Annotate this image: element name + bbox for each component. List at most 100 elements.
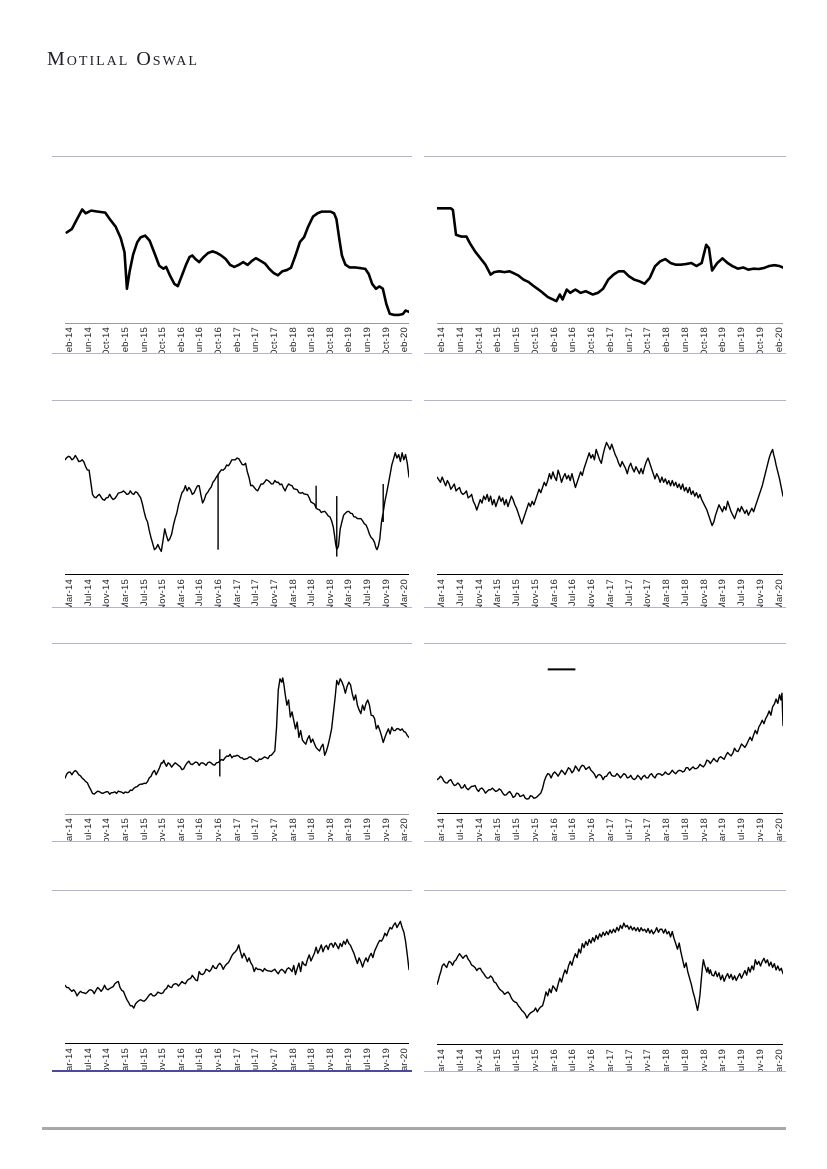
x-axis-label: Mar-18 — [287, 578, 299, 607]
x-axis-label: Jul-16 — [194, 1047, 206, 1070]
x-axis-label: Oct-15 — [529, 327, 541, 354]
x-axis-label: Jul-16 — [567, 579, 579, 607]
x-axis-label: Mar-15 — [119, 578, 131, 607]
x-axis-label: Mar-20 — [773, 1048, 785, 1071]
x-axis-label: Nov-17 — [642, 1048, 654, 1071]
x-axis-label: Mar-14 — [64, 1047, 75, 1070]
x-axis-label: Jul-16 — [194, 578, 206, 606]
line-chart-3 — [65, 401, 409, 574]
x-axis-labels: Mar-14 Jul-14 Nov-14 Mar-15 Jul-15 Nov-15 Mar-… — [52, 814, 412, 841]
x-axis-label: Mar-14 — [436, 1048, 447, 1071]
x-axis-label: Jul-18 — [679, 579, 691, 607]
x-axis-label: Mar-14 — [64, 818, 75, 841]
x-axis-label: Feb-17 — [604, 327, 616, 354]
x-axis-label: Nov-17 — [268, 1047, 280, 1070]
x-axis-label: Oct-17 — [268, 327, 280, 353]
x-axis-label: Mar-15 — [492, 1048, 504, 1071]
x-axis-label: Jun-14 — [82, 327, 94, 353]
x-axis-label: Mar-19 — [717, 818, 729, 841]
x-axis-label: Mar-15 — [492, 579, 504, 607]
x-axis-label: Mar-20 — [773, 818, 785, 841]
line-chart-5 — [65, 644, 409, 814]
x-axis-label: Jun-14 — [454, 327, 466, 354]
x-axis-label: Nov-18 — [698, 1048, 710, 1071]
x-axis-label: Nov-15 — [157, 1047, 169, 1070]
x-axis-label: Jul-14 — [82, 1047, 94, 1070]
line-chart-7 — [65, 891, 409, 1043]
x-axis-label: Jul-18 — [306, 1047, 318, 1070]
x-axis-label: Jul-18 — [679, 1048, 691, 1071]
x-axis-label: Nov-15 — [529, 818, 541, 841]
x-axis-label: Mar-17 — [231, 818, 243, 841]
x-axis-label: Oct-16 — [213, 327, 224, 353]
x-axis-label: Mar-19 — [717, 579, 729, 607]
x-axis-label: Mar-17 — [231, 578, 243, 607]
chart-2-plot-area — [437, 157, 783, 323]
x-axis-label: Mar-16 — [548, 579, 560, 607]
x-axis-line — [65, 1043, 409, 1044]
x-axis-label: Oct-14 — [473, 327, 485, 354]
x-axis-label: Jul-15 — [138, 578, 150, 606]
x-axis-label: Mar-18 — [661, 818, 672, 841]
x-axis-label: Feb-16 — [175, 327, 187, 353]
x-axis-label: Mar-14 — [436, 818, 447, 841]
x-axis-label: Jul-19 — [736, 579, 747, 607]
chart-3-plot-area — [65, 401, 409, 574]
x-axis-label: Jul-15 — [138, 818, 150, 841]
x-axis-label: Mar-15 — [492, 818, 504, 841]
line-chart-4 — [437, 401, 783, 574]
x-axis-label: Mar-20 — [399, 818, 411, 841]
x-axis-label: Mar-16 — [175, 818, 187, 841]
x-axis-label: Mar-19 — [343, 1047, 355, 1070]
x-axis-label: Nov-15 — [157, 578, 169, 607]
x-axis-label: Jun-16 — [567, 327, 579, 354]
x-axis-label: Mar-17 — [604, 1048, 616, 1071]
x-axis-label: Oct-16 — [586, 327, 597, 354]
x-axis-label: Jun-15 — [511, 327, 522, 354]
x-axis-label: Jul-14 — [82, 818, 94, 841]
x-axis-label: Mar-14 — [436, 579, 447, 607]
x-axis-label: Mar-17 — [231, 1047, 243, 1070]
x-axis-label: Oct-15 — [157, 327, 169, 353]
x-axis-labels: Feb-14 Jun-14 Oct-14 Feb-15 Jun-15 Oct-15 Feb-… — [52, 323, 412, 353]
x-axis-label: Mar-20 — [399, 1047, 411, 1070]
x-axis-label: Oct-14 — [101, 327, 113, 353]
x-axis-label: Nov-14 — [473, 818, 485, 841]
x-axis-label: Nov-15 — [529, 579, 541, 607]
x-axis-label: Jul-16 — [567, 1048, 579, 1071]
x-axis-labels: Mar-14 Jul-14 Nov-14 Mar-15 Jul-15 Nov-15 Mar-… — [52, 575, 412, 607]
line-chart-6 — [437, 644, 783, 813]
line-chart-1 — [65, 157, 409, 323]
x-axis-label: Mar-17 — [604, 579, 616, 607]
x-axis-label: Oct-18 — [698, 327, 710, 354]
x-axis-label: Nov-16 — [586, 579, 597, 607]
x-axis-labels: Mar-14 Jul-14 Nov-14 Mar-15 Jul-15 Nov-15 Mar-… — [424, 575, 786, 607]
x-axis-label: Nov-19 — [754, 1048, 766, 1071]
chart-cell-5: Mar-14 Jul-14 Nov-14 Mar-15 Jul-15 Nov-15 Mar-… — [52, 643, 412, 842]
chart-cell-1: Feb-14 Jun-14 Oct-14 Feb-15 Jun-15 Oct-15 Feb-… — [52, 156, 412, 354]
x-axis-label: Jun-19 — [736, 327, 747, 354]
x-axis-line — [65, 573, 409, 575]
x-axis-label: Jul-14 — [454, 1048, 466, 1071]
x-axis-labels: Mar-14 Jul-14 Nov-14 Mar-15 Jul-15 Nov-15 Mar-… — [424, 814, 786, 841]
x-axis-label: Feb-15 — [119, 327, 131, 353]
x-axis-label: Nov-16 — [586, 1048, 597, 1071]
x-axis-label: Mar-17 — [604, 818, 616, 841]
chart-cell-6: Mar-14 Jul-14 Nov-14 Mar-15 Jul-15 Nov-15 Mar-… — [424, 643, 786, 842]
x-axis-label: Feb-15 — [492, 327, 504, 354]
x-axis-label: Jul-16 — [567, 818, 579, 841]
x-axis-label: Jul-14 — [82, 578, 94, 606]
x-axis-label: Nov-19 — [380, 1047, 392, 1070]
chart-cell-4: Mar-14 Jul-14 Nov-14 Mar-15 Jul-15 Nov-15 Mar-… — [424, 400, 786, 608]
x-axis-label: Feb-16 — [548, 327, 560, 354]
chart-cell-2: Feb-14 Jun-14 Oct-14 Feb-15 Jun-15 Oct-15 Feb-… — [424, 156, 786, 354]
x-axis-label: Nov-16 — [213, 578, 224, 607]
x-axis-label: Jul-14 — [454, 579, 466, 607]
x-axis-label: Mar-16 — [548, 818, 560, 841]
line-chart-2 — [437, 157, 783, 323]
x-axis-label: Jul-15 — [511, 1048, 522, 1071]
x-axis-label: Mar-15 — [119, 818, 131, 841]
x-axis-label: Mar-16 — [175, 578, 187, 607]
x-axis-line — [437, 813, 783, 815]
x-axis-label: Nov-18 — [324, 818, 336, 841]
